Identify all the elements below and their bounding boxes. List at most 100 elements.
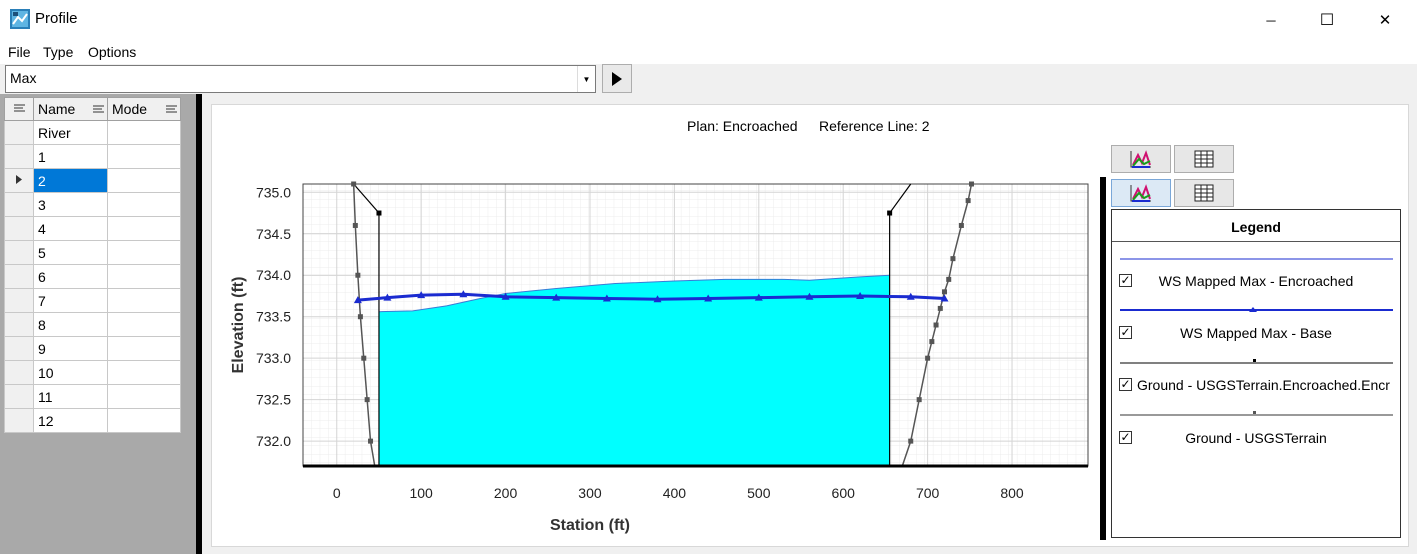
row-header[interactable] [4,240,34,265]
cell-mode[interactable] [107,120,181,145]
table-row[interactable]: 8 [4,312,181,337]
ws-base-point [906,292,915,300]
cell-name[interactable]: 3 [33,192,108,217]
ground-point [950,256,956,262]
legend-checkbox[interactable]: ✓ [1119,430,1132,444]
chart-view-button[interactable] [1111,145,1171,173]
cell-name[interactable]: 1 [33,144,108,169]
row-header[interactable] [4,144,34,169]
profile-chart[interactable]: 0 100 200 300 400 500 600 700 800 735.0 734.5 734.0… [211,140,1101,540]
ws-base-point [602,294,611,302]
row-header[interactable] [4,384,34,409]
table-view-button[interactable] [1174,179,1234,207]
cell-name[interactable]: 8 [33,312,108,337]
table-view-button[interactable] [1174,145,1234,173]
x-tick-label: 700 [916,485,940,501]
filter-icon[interactable] [93,105,104,114]
cell-mode[interactable] [107,192,181,217]
chevron-down-icon[interactable]: ▼ [577,66,595,92]
row-pointer-icon [16,175,22,184]
row-header[interactable] [4,288,34,313]
table-row[interactable]: 3 [4,192,181,217]
table-row[interactable]: 7 [4,288,181,313]
table-row[interactable]: 5 [4,240,181,265]
table-row[interactable]: 11 [4,384,181,409]
cell-name[interactable]: 11 [33,384,108,409]
legend-checkbox[interactable]: ✓ [1119,377,1132,391]
table-row[interactable]: 6 [4,264,181,289]
menu-file[interactable]: File [8,44,31,60]
cell-name-selected[interactable]: 2 [33,168,108,193]
legend-item-ground[interactable]: ✓ Ground - USGSTerrain [1112,429,1400,451]
cell-mode[interactable] [107,240,181,265]
cell-mode[interactable] [107,144,181,169]
cell-mode[interactable] [107,264,181,289]
ground-encroached-point [887,210,893,216]
ground-point [916,397,922,403]
row-header[interactable] [4,216,34,241]
minimize-button[interactable]: ─ [1242,0,1300,40]
table-row[interactable]: River [4,120,181,145]
cell-name[interactable]: 4 [33,216,108,241]
cell-mode[interactable] [107,408,181,433]
row-header[interactable] [4,312,34,337]
ground-point [958,222,964,228]
filter-icon[interactable] [166,105,177,114]
cell-name[interactable]: 12 [33,408,108,433]
cell-mode[interactable] [107,168,181,193]
ground-point [357,314,363,320]
row-header[interactable] [4,360,34,385]
ws-base-point [754,293,763,301]
cell-name[interactable]: 6 [33,264,108,289]
water-fill-area [378,275,890,466]
menu-options[interactable]: Options [88,44,137,60]
cell-mode[interactable] [107,216,181,241]
table-row[interactable]: 4 [4,216,181,241]
row-header[interactable] [4,120,34,145]
table-row[interactable]: 1 [4,144,181,169]
pane-splitter[interactable] [196,94,202,554]
cell-name[interactable]: 7 [33,288,108,313]
cell-mode[interactable] [107,336,181,361]
column-header-mode[interactable]: Mode [107,97,181,121]
y-tick-label: 734.0 [256,267,291,283]
table-row[interactable]: 2 [4,168,181,193]
column-header-name[interactable]: Name [33,97,108,121]
cell-name[interactable]: 9 [33,336,108,361]
menu-type[interactable]: Type [43,44,74,60]
cell-mode[interactable] [107,360,181,385]
x-axis-title: Station (ft) [550,517,630,534]
cell-mode[interactable] [107,312,181,337]
close-button[interactable]: ✕ [1356,0,1414,40]
cell-mode[interactable] [107,384,181,409]
chart-view-button-active[interactable] [1111,179,1171,207]
grid-corner[interactable] [4,97,34,121]
legend-item-ground-encroached[interactable]: ✓ Ground - USGSTerrain.Encroached.Encr [1112,376,1400,398]
legend-item-ws-encroached[interactable]: ✓ WS Mapped Max - Encroached [1112,272,1400,294]
cell-name[interactable]: 5 [33,240,108,265]
ws-base-point [459,290,468,298]
cell-name[interactable]: River [33,120,108,145]
profile-select[interactable]: Max ▼ [5,65,596,93]
row-header[interactable] [4,192,34,217]
cell-name[interactable]: 10 [33,360,108,385]
ground-encroached-point [376,210,382,216]
legend-splitter[interactable] [1100,177,1106,540]
row-header[interactable] [4,408,34,433]
legend-checkbox[interactable]: ✓ [1119,325,1132,339]
row-header[interactable] [4,168,34,193]
cell-mode[interactable] [107,288,181,313]
table-row[interactable]: 10 [4,360,181,385]
run-button[interactable] [602,64,632,93]
window-title: Profile [35,10,78,27]
row-header[interactable] [4,264,34,289]
table-row[interactable]: 12 [4,408,181,433]
legend-item-ws-base[interactable]: ✓ WS Mapped Max - Base [1112,324,1400,346]
ws-base-point [417,291,426,299]
chart-icon [1130,150,1151,168]
legend-checkbox[interactable]: ✓ [1119,273,1132,287]
x-tick-label: 500 [747,485,771,501]
maximize-button[interactable]: ☐ [1298,0,1356,40]
table-row[interactable]: 9 [4,336,181,361]
row-header[interactable] [4,336,34,361]
